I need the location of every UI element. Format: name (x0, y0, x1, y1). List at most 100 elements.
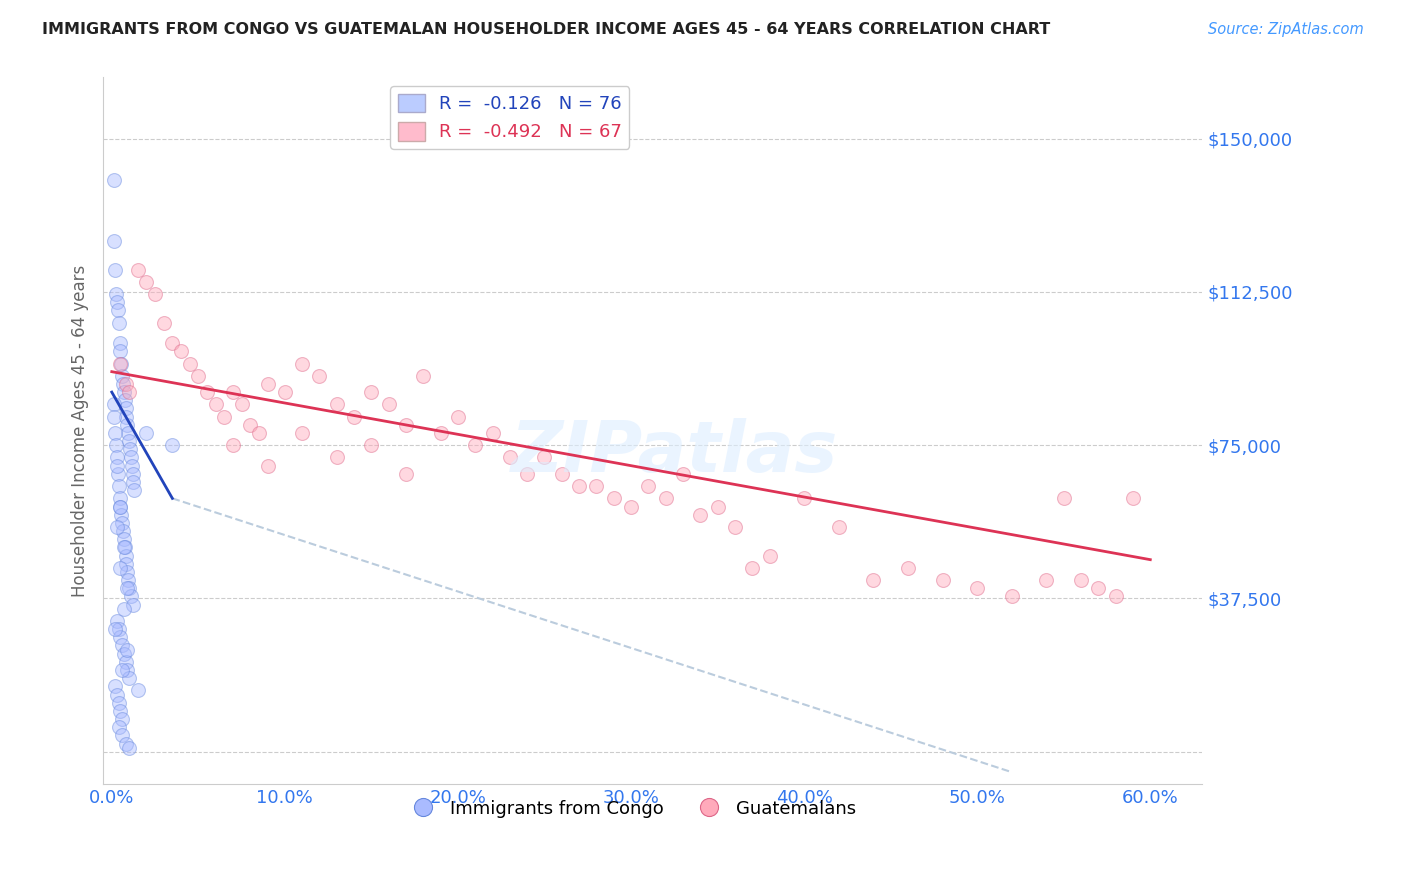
Point (247, 425, 270, 440)
Point (429, 425, 451, 440)
Point (195, 385, 218, 400)
Point (620, 500, 643, 514)
Point (274, 385, 297, 400)
Point (152, 316, 174, 330)
Point (793, 491, 815, 506)
Point (828, 520, 851, 534)
Point (103, 234, 125, 248)
Point (1122, 491, 1144, 506)
Point (1087, 581, 1109, 595)
Point (111, 516, 134, 530)
Point (162, 438, 184, 452)
Point (135, 275, 157, 289)
Point (1105, 590, 1128, 604)
Point (114, 401, 136, 416)
Point (117, 573, 139, 587)
Point (122, 475, 145, 489)
Point (256, 458, 278, 473)
Point (112, 524, 135, 538)
Point (222, 438, 245, 452)
Point (110, 500, 132, 514)
Point (966, 581, 988, 595)
Point (117, 663, 139, 677)
Point (114, 655, 136, 669)
Point (447, 409, 470, 424)
Point (111, 712, 134, 726)
Point (121, 467, 143, 481)
Point (105, 295, 128, 310)
Point (114, 393, 136, 408)
Point (117, 425, 139, 440)
Point (689, 508, 711, 522)
Point (103, 172, 125, 186)
Point (117, 565, 139, 579)
Text: IMMIGRANTS FROM CONGO VS GUATEMALAN HOUSEHOLDER INCOME AGES 45 - 64 YEARS CORREL: IMMIGRANTS FROM CONGO VS GUATEMALAN HOUS… (42, 22, 1050, 37)
Y-axis label: Householder Income Ages 45 - 64 years: Householder Income Ages 45 - 64 years (72, 265, 89, 597)
Point (103, 409, 125, 424)
Point (118, 442, 141, 457)
Point (104, 262, 127, 277)
Point (118, 385, 141, 400)
Point (105, 458, 128, 473)
Point (377, 397, 399, 411)
Point (931, 573, 953, 587)
Point (637, 479, 659, 493)
Point (326, 397, 349, 411)
Point (114, 376, 136, 391)
Point (1035, 573, 1057, 587)
Point (115, 409, 138, 424)
Point (127, 262, 149, 277)
Point (603, 491, 626, 506)
Point (360, 385, 382, 400)
Point (464, 438, 486, 452)
Point (104, 622, 127, 636)
Point (326, 450, 349, 465)
Point (118, 671, 141, 685)
Point (117, 417, 139, 432)
Point (179, 357, 201, 371)
Point (127, 683, 149, 698)
Point (114, 737, 136, 751)
Point (111, 368, 134, 383)
Point (395, 417, 418, 432)
Point (112, 533, 135, 547)
Point (110, 630, 132, 644)
Point (110, 561, 132, 575)
Point (107, 720, 129, 734)
Point (111, 728, 134, 742)
Point (706, 500, 728, 514)
Point (551, 467, 574, 481)
Point (1001, 590, 1024, 604)
Point (114, 549, 136, 563)
Point (256, 376, 278, 391)
Point (758, 549, 780, 563)
Point (741, 561, 763, 575)
Point (481, 425, 503, 440)
Point (222, 385, 245, 400)
Point (654, 491, 676, 506)
Point (104, 679, 127, 693)
Point (120, 450, 142, 465)
Point (120, 590, 142, 604)
Point (516, 467, 538, 481)
Point (118, 740, 141, 755)
Point (107, 479, 129, 493)
Point (162, 336, 184, 351)
Point (112, 647, 135, 661)
Point (105, 438, 128, 452)
Point (308, 368, 330, 383)
Point (135, 425, 157, 440)
Point (107, 622, 129, 636)
Point (360, 438, 382, 452)
Point (105, 688, 128, 702)
Point (108, 336, 131, 351)
Point (110, 704, 132, 718)
Text: Source: ZipAtlas.com: Source: ZipAtlas.com (1208, 22, 1364, 37)
Point (117, 642, 139, 657)
Point (105, 614, 128, 628)
Point (103, 397, 125, 411)
Point (724, 520, 747, 534)
Point (107, 467, 129, 481)
Point (110, 500, 132, 514)
Point (291, 357, 314, 371)
